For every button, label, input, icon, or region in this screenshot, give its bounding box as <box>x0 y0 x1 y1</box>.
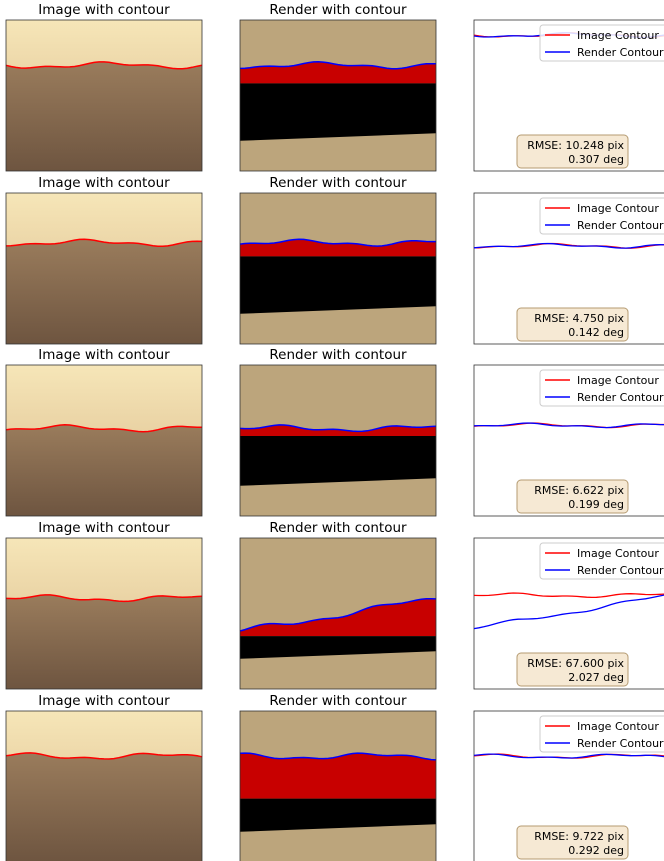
render-shadow <box>240 83 436 140</box>
rmse-pix: RMSE: 9.722 pix <box>534 830 624 843</box>
image-title: Image with contour <box>38 347 170 363</box>
rmse-deg: 0.142 deg <box>568 326 624 339</box>
rmse-deg: 0.307 deg <box>568 153 624 166</box>
photo-ground <box>6 239 202 344</box>
photo-ground <box>6 595 202 689</box>
legend-label: Image Contour <box>577 202 659 215</box>
render-title: Render with contour <box>269 347 407 363</box>
rmse-deg: 0.292 deg <box>568 844 624 857</box>
rmse-pix: RMSE: 4.750 pix <box>534 312 624 325</box>
render-shadow <box>240 436 436 486</box>
photo-ground <box>6 62 202 171</box>
legend-label: Image Contour <box>577 374 659 387</box>
rmse-deg: 2.027 deg <box>568 671 624 684</box>
render-title: Render with contour <box>269 520 407 536</box>
figure: Image with contour Render with contour Ima… <box>0 0 664 861</box>
render-title: Render with contour <box>269 175 407 191</box>
photo-ground <box>6 425 202 516</box>
legend-label: Render Contour <box>577 46 664 59</box>
render-title: Render with contour <box>269 2 407 18</box>
render-title: Render with contour <box>269 693 407 709</box>
photo-ground <box>6 753 202 861</box>
legend-label: Image Contour <box>577 720 659 733</box>
image-title: Image with contour <box>38 693 170 709</box>
page: {"panels": [ {"image_title": "Image with… <box>0 0 664 861</box>
rmse-pix: RMSE: 6.622 pix <box>534 484 624 497</box>
legend-label: Render Contour <box>577 737 664 750</box>
image-title: Image with contour <box>38 520 170 536</box>
image-title: Image with contour <box>38 2 170 18</box>
image-title: Image with contour <box>38 175 170 191</box>
rmse-pix: RMSE: 67.600 pix <box>527 657 624 670</box>
rmse-pix: RMSE: 10.248 pix <box>527 139 624 152</box>
legend-label: Image Contour <box>577 29 659 42</box>
legend-label: Render Contour <box>577 219 664 232</box>
legend-label: Render Contour <box>577 564 664 577</box>
render-terrain <box>240 753 436 798</box>
rmse-deg: 0.199 deg <box>568 498 624 511</box>
legend-label: Image Contour <box>577 547 659 560</box>
legend-label: Render Contour <box>577 391 664 404</box>
render-shadow <box>240 256 436 313</box>
